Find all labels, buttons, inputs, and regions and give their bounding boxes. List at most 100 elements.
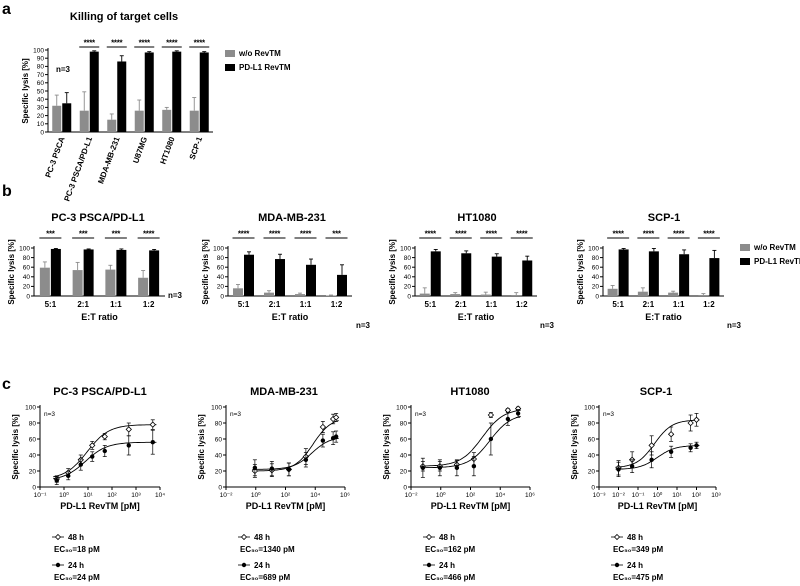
chart-c-3-legend-marker-48h (613, 533, 621, 541)
chart-c-3-fit-curve-24h (615, 445, 700, 470)
chart-c-2-y-tick-label: 0 (403, 484, 407, 491)
chart-b-1-x-tick-label: 5:1 (238, 300, 250, 309)
chart-b-2-x-tick-label: 1:2 (516, 300, 528, 309)
chart-b-0-bar (83, 249, 94, 296)
chart-c-3-y-tick-label: 100 (584, 404, 595, 411)
chart-c-1-x-tick-label: 10⁴ (310, 492, 320, 499)
chart-c-3-point-48h (687, 419, 694, 427)
chart-c-2-ec50-label: EC₅₀=162 pM (425, 545, 476, 554)
chart-c-2-y-tick-label: 20 (400, 468, 408, 475)
chart-b-1-bar (264, 292, 274, 296)
chart-c-3-x-tick-label: 10¹ (672, 492, 682, 499)
chart-a-0-title: Killing of target cells (70, 11, 178, 23)
chart-c-1-x-tick-label: 10⁰ (251, 491, 261, 499)
chart-c-3-point-24h (616, 467, 621, 472)
chart-a-0-sig-label: **** (84, 39, 96, 48)
chart-b-3-x-label: E:T ratio (645, 312, 682, 322)
chart-c-1-y-label: Specific lysis [%] (197, 414, 206, 480)
chart-c-2-point-24h (515, 411, 521, 416)
chart-a-0-bar (62, 103, 72, 132)
chart-b-3-x-tick-label: 1:1 (673, 300, 685, 309)
chart-b-0-x-tick-label: 5:1 (45, 300, 57, 309)
chart-b-0-bar (138, 277, 149, 296)
chart-c-0-point-48h (149, 421, 156, 428)
chart-c-3-point-48h (693, 416, 700, 423)
chart-b-0-x-tick-label: 1:1 (110, 300, 122, 309)
chart-b-0-y-tick-label: 0 (26, 293, 30, 300)
chart-b-2-x-tick-label: 2:1 (455, 300, 467, 309)
chart-b-2-y-tick-label: 80 (404, 255, 412, 262)
chart-a-0-y-tick-label: 30 (37, 105, 45, 112)
chart-c-2-x-tick-label: 10⁶ (525, 492, 535, 499)
chart-c-0-y-tick-label: 80 (29, 420, 37, 427)
chart-a-0-y-tick-label: 60 (37, 80, 45, 87)
panel-label-c: c (2, 376, 11, 393)
chart-c-3-point-24h (694, 443, 699, 448)
chart-a-0-x-tick-label: SCP-1 (188, 135, 205, 161)
chart-c-0-y-tick-label: 0 (32, 484, 36, 491)
chart-c-2-fit-curve-24h (420, 415, 521, 469)
chart-c-1-x-label: PD-L1 RevTM [pM] (246, 501, 326, 511)
chart-b-2-y-tick-label: 0 (407, 293, 411, 300)
chart-c-0-x-label: PD-L1 RevTM [pM] (60, 501, 140, 511)
chart-b-0-bar (149, 250, 160, 296)
chart-b-2-y-label: Specific lysis [%] (388, 239, 397, 305)
chart-b-1-bar (306, 264, 316, 296)
chart-a-0-x-tick-label: U87MG (131, 136, 149, 165)
chart-b-3-y-tick-label: 100 (588, 245, 599, 252)
chart-b-3-title: SCP-1 (648, 212, 680, 224)
chart-c-2-y-tick-label: 40 (400, 452, 408, 459)
chart-b-3-x-tick-label: 2:1 (643, 300, 655, 309)
chart-c-3-y-tick-label: 40 (588, 452, 596, 459)
chart-b-2-y-tick-label: 20 (404, 284, 412, 291)
chart-b-3-sig-label: **** (703, 230, 715, 239)
chart-c-2-point-24h (471, 464, 477, 469)
chart-b-3-sig-label: **** (673, 230, 685, 239)
chart-b-1-y-tick-label: 0 (220, 293, 224, 300)
chart-a-0-sig-label: **** (194, 39, 206, 48)
chart-a-0-y-tick-label: 10 (37, 121, 45, 128)
chart-b-3-sig-label: **** (643, 230, 655, 239)
chart-c-1-y-tick-label: 100 (211, 404, 222, 411)
chart-b-0-title: PC-3 PSCA/PD-L1 (51, 212, 145, 224)
chart-a-0-legend-swatch (225, 64, 235, 71)
chart-c-3-y-label: Specific lysis [%] (570, 414, 579, 480)
chart-c-0-point-48h (101, 433, 108, 440)
chart-a-0-x-tick-label: PC-3 PSCA (44, 135, 67, 178)
chart-b-1-y-tick-label: 20 (217, 284, 225, 291)
chart-b-2-title: HT1080 (457, 212, 496, 224)
chart-b-3-y-tick-label: 40 (592, 274, 600, 281)
chart-c-0-x-tick-label: 10⁻¹ (34, 492, 48, 499)
chart-c-3-y-tick-label: 20 (588, 468, 596, 475)
chart-b-1-y-tick-label: 80 (217, 255, 225, 262)
chart-b-0-bar (39, 267, 50, 296)
panel-label-b: b (2, 183, 12, 200)
chart-c-3-y-tick-label: 80 (588, 420, 596, 427)
chart-b-0-y-tick-label: 100 (19, 245, 30, 252)
chart-c-1-ec50-label: EC₅₀=689 pM (240, 573, 291, 582)
chart-a-0-legend-swatch (225, 50, 235, 57)
chart-b-0-bar (72, 270, 83, 296)
chart-c-0-y-tick-label: 40 (29, 452, 37, 459)
chart-c-2-legend-label: 24 h (439, 561, 455, 570)
chart-a-0-bar (189, 110, 199, 132)
chart-c-3-point-24h (649, 457, 654, 462)
chart-c-3-legend-label: 48 h (627, 533, 643, 542)
chart-c-0-ec50-label: EC₅₀=24 pM (54, 573, 100, 582)
chart-c-2-point-24h (505, 416, 511, 422)
chart-c-3-ec50-label: EC₅₀=475 pM (613, 573, 664, 582)
chart-a-0-sig-label: **** (166, 39, 178, 48)
chart-a-0-y-tick-label: 70 (37, 72, 45, 79)
chart-b-1-sig-label: **** (300, 230, 312, 239)
chart-b-3-bar (698, 295, 709, 296)
chart-c-3-y-tick-label: 60 (588, 436, 596, 443)
chart-c-0-point-24h (150, 440, 155, 445)
chart-c-3-legend-label: 24 h (627, 561, 643, 570)
chart-b-3-bar (607, 288, 618, 296)
chart-c-2-point-48h (487, 411, 495, 419)
chart-a-0-y-tick-label: 50 (37, 88, 45, 95)
chart-c-1-point-24h (286, 467, 292, 472)
chart-c-0-point-24h (54, 478, 59, 483)
chart-b-0-sig-label: **** (143, 230, 155, 239)
